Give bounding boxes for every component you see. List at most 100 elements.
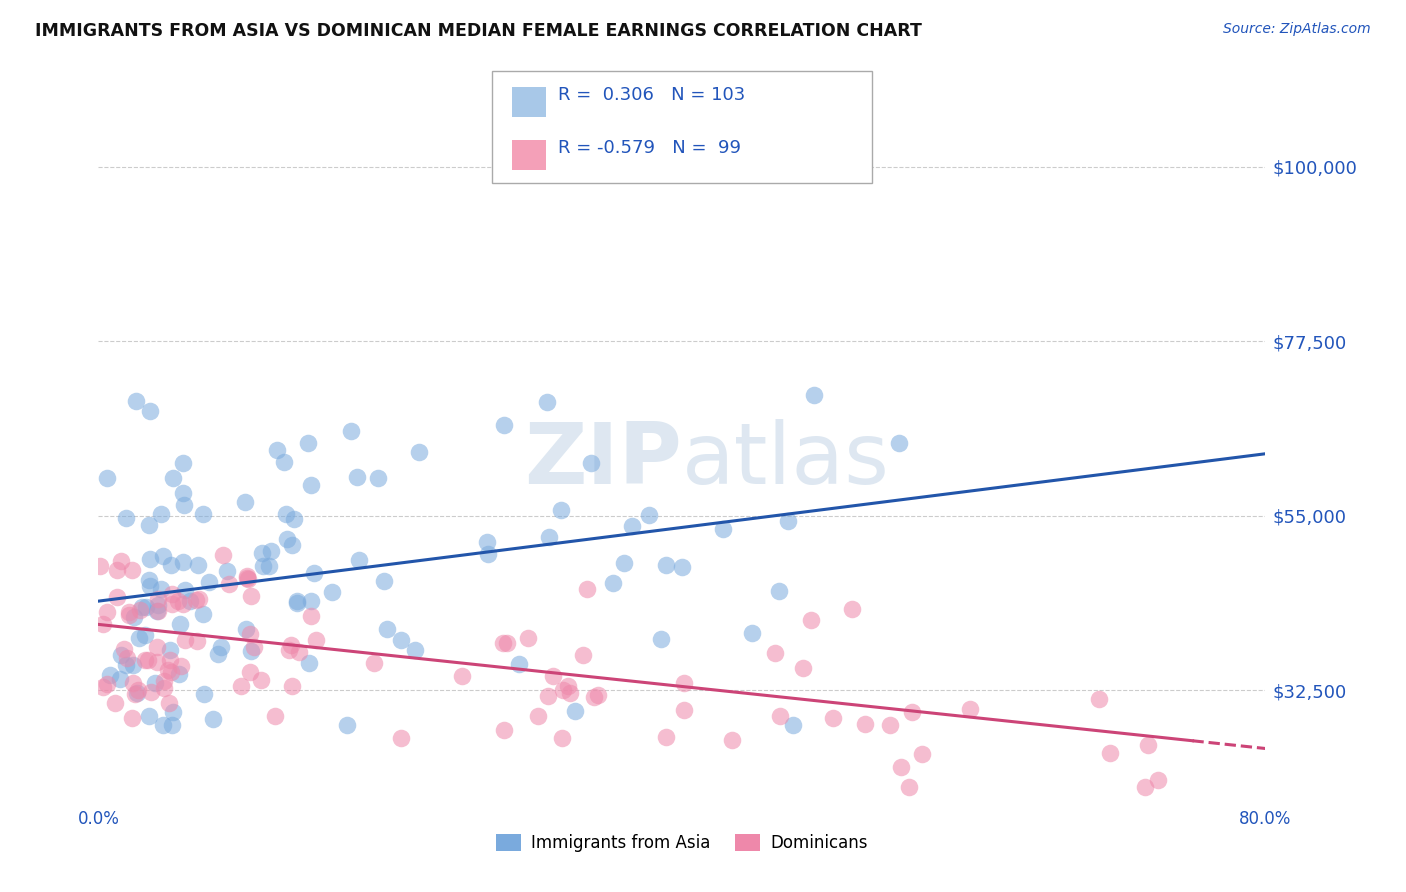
Point xyxy=(655,731,678,745)
Point xyxy=(108,672,131,686)
Point xyxy=(160,597,183,611)
Point xyxy=(139,685,162,699)
Point xyxy=(250,546,273,560)
Point xyxy=(121,710,143,724)
Point xyxy=(96,471,118,485)
Point xyxy=(115,510,138,524)
Point xyxy=(536,394,558,409)
Point xyxy=(172,456,194,470)
Point xyxy=(239,627,262,641)
Point xyxy=(537,690,560,704)
Point xyxy=(104,696,127,710)
Point xyxy=(582,690,605,704)
Point xyxy=(890,759,912,773)
Point xyxy=(146,604,169,618)
Point xyxy=(763,646,786,660)
Point xyxy=(367,471,389,485)
Point xyxy=(389,633,412,648)
Point xyxy=(299,478,322,492)
Point xyxy=(172,486,194,500)
Point xyxy=(124,687,146,701)
Point xyxy=(235,622,257,636)
Point xyxy=(105,563,128,577)
Point xyxy=(125,393,148,408)
Point xyxy=(638,508,661,522)
Point xyxy=(576,582,599,597)
Point xyxy=(579,456,602,470)
Point xyxy=(900,706,922,720)
Point xyxy=(550,503,572,517)
Point xyxy=(187,592,209,607)
Point xyxy=(887,435,910,450)
Point xyxy=(186,593,208,607)
Point xyxy=(159,665,181,680)
Point xyxy=(218,576,240,591)
Point xyxy=(273,455,295,469)
Point xyxy=(711,522,734,536)
Point xyxy=(207,648,229,662)
Point xyxy=(349,553,371,567)
Point xyxy=(100,668,122,682)
Point xyxy=(159,643,181,657)
Text: atlas: atlas xyxy=(682,418,890,502)
Point xyxy=(146,604,169,618)
Point xyxy=(305,633,328,648)
Point xyxy=(162,587,184,601)
Point xyxy=(96,676,118,690)
Point xyxy=(650,632,672,646)
Point xyxy=(285,596,308,610)
Point xyxy=(477,547,499,561)
Point xyxy=(173,498,195,512)
Point xyxy=(494,418,516,433)
Point xyxy=(557,679,579,693)
Point xyxy=(150,507,173,521)
Point xyxy=(496,636,519,650)
Point xyxy=(527,708,550,723)
Point xyxy=(911,747,934,761)
Point xyxy=(209,640,232,654)
Point xyxy=(297,436,319,450)
Point xyxy=(128,631,150,645)
Point xyxy=(118,607,141,622)
Point xyxy=(115,651,138,665)
Point xyxy=(193,687,215,701)
Point xyxy=(285,593,308,607)
Point xyxy=(115,657,138,672)
Point xyxy=(146,656,169,670)
Point xyxy=(841,602,863,616)
Point xyxy=(1147,773,1170,788)
Point xyxy=(91,680,114,694)
Point xyxy=(266,442,288,457)
Point xyxy=(404,642,426,657)
Point xyxy=(174,582,197,597)
Point xyxy=(408,445,430,459)
Point xyxy=(236,569,259,583)
Point xyxy=(1133,780,1156,795)
Point xyxy=(179,594,201,608)
Point xyxy=(172,555,194,569)
Point xyxy=(159,653,181,667)
Point xyxy=(135,599,157,614)
Point xyxy=(96,605,118,619)
Text: R =  0.306   N = 103: R = 0.306 N = 103 xyxy=(558,86,745,103)
Point xyxy=(897,780,920,795)
Point xyxy=(560,686,582,700)
Point xyxy=(803,387,825,401)
Point xyxy=(173,633,195,648)
Point xyxy=(153,681,176,695)
Point xyxy=(278,642,301,657)
Point xyxy=(169,616,191,631)
Text: IMMIGRANTS FROM ASIA VS DOMINICAN MEDIAN FEMALE EARNINGS CORRELATION CHART: IMMIGRANTS FROM ASIA VS DOMINICAN MEDIAN… xyxy=(35,22,922,40)
Point xyxy=(551,683,574,698)
Point xyxy=(260,543,283,558)
Point xyxy=(280,679,302,693)
Point xyxy=(276,507,298,521)
Point xyxy=(541,668,564,682)
Point xyxy=(162,470,184,484)
Point xyxy=(252,558,274,573)
Point xyxy=(236,571,259,585)
Point xyxy=(121,658,143,673)
Point xyxy=(671,559,693,574)
Point xyxy=(143,676,166,690)
Point xyxy=(110,648,132,663)
